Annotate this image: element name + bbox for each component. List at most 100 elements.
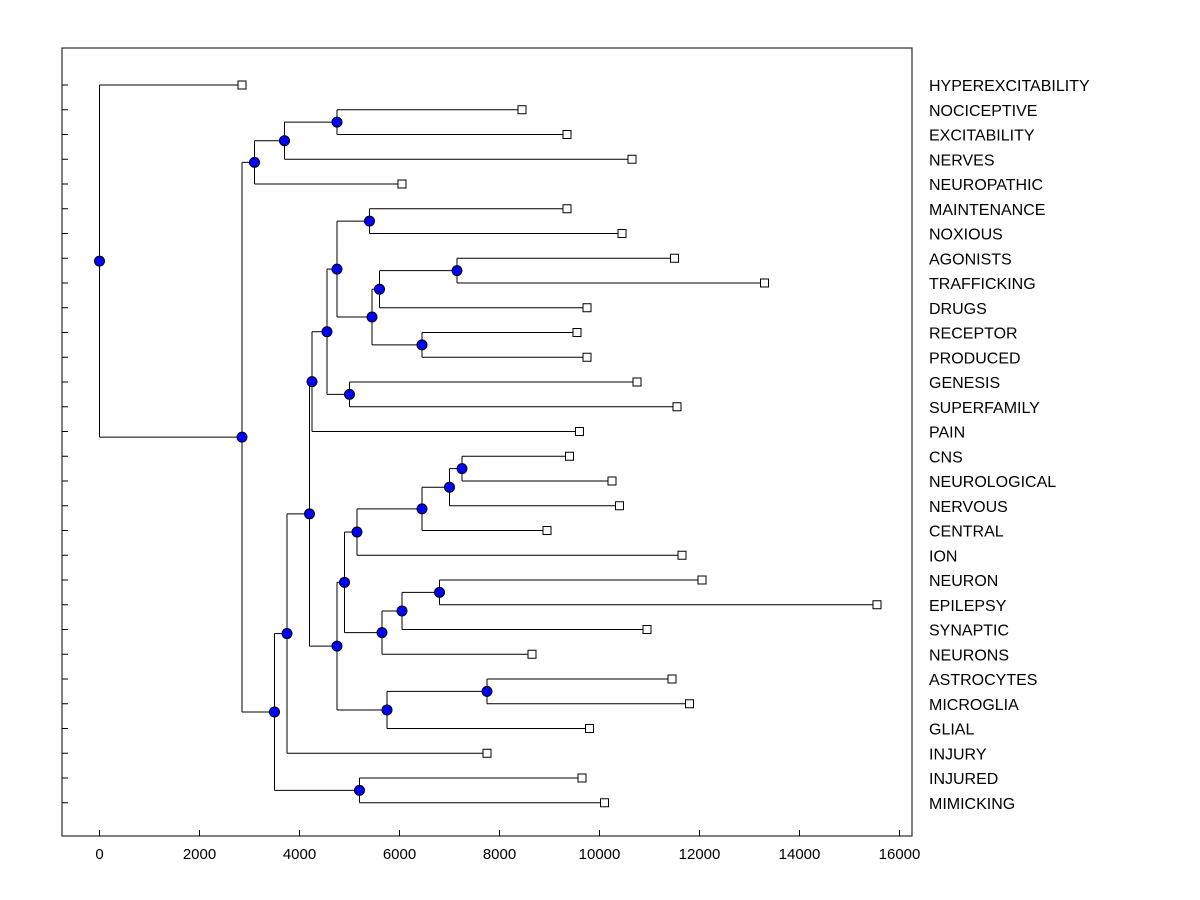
leaf-label: MICROGLIA: [929, 697, 1019, 714]
leaf-labels: HYPEREXCITABILITY NOCICEPTIVE EXCITABILITY…: [929, 78, 1090, 813]
leaf-label: NEURON: [929, 573, 998, 590]
axis-ticks: 0 2000 4000 6000 8000 10000 12000 14000 16000: [62, 84, 921, 863]
merge-node: [94, 255, 105, 267]
merge-node: [366, 311, 378, 323]
leaf-label: RECEPTOR: [929, 326, 1018, 343]
x-tick-label: 16000: [879, 846, 921, 863]
leaf-label: INJURY: [929, 746, 987, 763]
leaf-label: ION: [929, 548, 957, 565]
merge-node: [416, 339, 428, 351]
leaf-marker: [632, 377, 642, 387]
x-tick-label: 0: [95, 846, 103, 863]
merge-node: [331, 116, 343, 128]
x-tick-label: 2000: [183, 846, 216, 863]
leaf-marker: [615, 501, 624, 511]
merge-node: [321, 326, 333, 338]
leaf-marker: [572, 328, 582, 337]
merge-node: [354, 784, 365, 796]
merge-node: [416, 503, 428, 515]
merge-node: [269, 706, 280, 718]
merge-node: [339, 576, 350, 588]
leaf-marker: [517, 105, 527, 115]
leaf-marker: [627, 154, 637, 164]
merge-node: [279, 135, 290, 147]
leaf-marker: [562, 130, 572, 139]
leaf-label: MIMICKING: [929, 796, 1015, 813]
merge-node: [381, 704, 393, 716]
leaf-label: ASTROCYTES: [929, 672, 1037, 689]
x-tick-label: 4000: [283, 846, 316, 863]
leaf-marker: [585, 724, 594, 733]
leaf-marker: [575, 427, 584, 436]
merge-node: [236, 431, 248, 443]
x-tick-label: 14000: [779, 846, 821, 863]
leaf-label: CENTRAL: [929, 524, 1004, 541]
leaf-marker: [565, 451, 574, 461]
leaf-marker: [577, 773, 587, 783]
leaf-marker: [667, 674, 677, 684]
merge-node: [331, 640, 343, 652]
leaf-label: NOXIOUS: [929, 227, 1003, 244]
leaf-label: GLIAL: [929, 722, 974, 739]
merge-node: [434, 586, 445, 598]
merge-node: [456, 463, 468, 475]
leaf-marker: [760, 278, 769, 288]
merge-node: [374, 283, 385, 295]
dendrogram-leaves: [237, 80, 882, 808]
leaf-marker: [872, 600, 882, 610]
merge-node: [306, 376, 318, 388]
leaf-marker: [237, 80, 247, 90]
merge-node: [304, 508, 315, 520]
leaf-label: PAIN: [929, 425, 965, 442]
merge-node: [376, 627, 388, 639]
x-tick-label: 10000: [579, 846, 621, 863]
leaf-marker: [562, 204, 572, 214]
leaf-label: AGONISTS: [929, 251, 1012, 268]
leaf-marker: [670, 253, 679, 263]
leaf-label: EPILEPSY: [929, 598, 1007, 615]
merge-node: [481, 685, 493, 697]
merge-node: [444, 481, 455, 493]
leaf-label: GENESIS: [929, 375, 1000, 392]
leaf-label: DRUGS: [929, 301, 987, 318]
leaf-label: NEURONS: [929, 647, 1009, 664]
leaf-marker: [677, 550, 687, 560]
leaf-marker: [542, 526, 552, 535]
leaf-label: MAINTENANCE: [929, 202, 1045, 219]
leaf-label: EXCITABILITY: [929, 128, 1035, 145]
merge-node: [396, 605, 408, 617]
leaf-label: TRAFFICKING: [929, 276, 1036, 293]
leaf-label: SYNAPTIC: [929, 623, 1009, 640]
leaf-marker: [672, 402, 682, 412]
leaf-marker: [527, 649, 537, 659]
x-tick-label: 12000: [679, 846, 721, 863]
merge-node: [344, 388, 355, 400]
leaf-label: INJURED: [929, 771, 998, 788]
leaf-label: CNS: [929, 449, 963, 466]
leaf-label: HYPEREXCITABILITY: [929, 78, 1090, 95]
leaf-label: NOCICEPTIVE: [929, 103, 1037, 120]
leaf-marker: [607, 476, 617, 486]
leaf-marker: [697, 575, 707, 585]
merge-node: [331, 263, 343, 275]
leaf-label: PRODUCED: [929, 350, 1021, 367]
x-tick-label: 8000: [483, 846, 516, 863]
merge-node: [281, 628, 293, 640]
leaf-marker: [582, 352, 592, 362]
leaf-label: NEUROLOGICAL: [929, 474, 1056, 491]
merge-node: [451, 265, 463, 277]
leaf-marker: [600, 798, 609, 808]
leaf-label: NEUROPATHIC: [929, 177, 1043, 194]
leaf-marker: [685, 699, 694, 709]
merge-node: [249, 156, 260, 168]
leaf-marker: [397, 179, 407, 189]
leaf-marker: [617, 229, 627, 238]
x-tick-label: 6000: [383, 846, 416, 863]
leaf-label: NERVES: [929, 152, 995, 169]
leaf-marker: [642, 625, 652, 634]
merge-node: [351, 526, 363, 538]
plot-frame: [61, 47, 913, 837]
leaf-marker: [582, 303, 592, 313]
merge-node: [364, 215, 375, 227]
